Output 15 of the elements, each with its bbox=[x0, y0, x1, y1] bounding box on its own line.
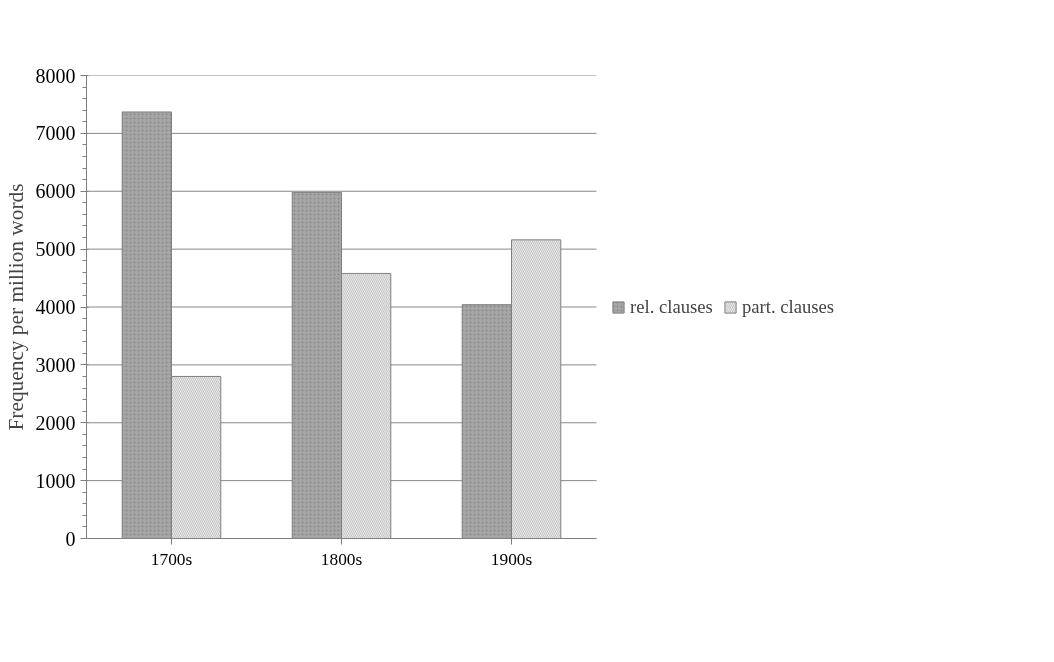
x-tick-label: 1700s bbox=[150, 549, 193, 569]
y-tick-label: 5000 bbox=[35, 238, 76, 261]
legend-label: rel. clauses bbox=[630, 296, 713, 318]
y-tick-label: 1000 bbox=[35, 469, 76, 492]
y-tick-label: 4000 bbox=[35, 296, 76, 318]
y-tick-label: 8000 bbox=[35, 64, 76, 87]
y-tick-label: 2000 bbox=[35, 411, 76, 434]
x-tick-label: 1900s bbox=[490, 549, 533, 569]
y-tick-label: 3000 bbox=[35, 353, 76, 376]
y-tick-label: 0 bbox=[65, 527, 76, 550]
y-tick-label: 6000 bbox=[35, 180, 76, 203]
y-tick-label: 7000 bbox=[35, 122, 76, 145]
legend-label: part. clauses bbox=[741, 296, 835, 318]
y-axis-title: Frequency per million words bbox=[3, 183, 28, 431]
x-tick-label: 1800s bbox=[320, 549, 363, 569]
